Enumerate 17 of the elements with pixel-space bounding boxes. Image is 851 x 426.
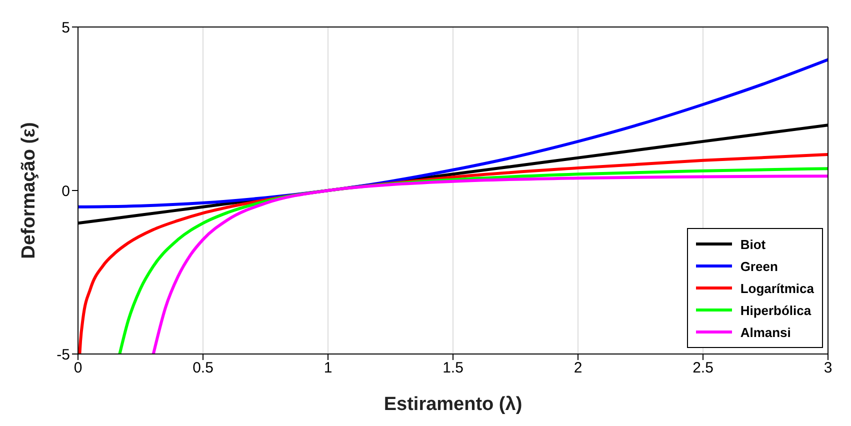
legend-label: Green xyxy=(740,258,778,274)
y-tick-label: 0 xyxy=(62,182,70,200)
x-tick-label: 0 xyxy=(74,360,82,377)
y-axis-title: Deformação (ε) xyxy=(18,122,40,259)
x-tick-label: 3 xyxy=(824,360,832,377)
x-tick-label: 1 xyxy=(324,360,332,377)
x-tick-label: 1.5 xyxy=(442,360,464,377)
legend-label: Logarítmica xyxy=(740,280,814,296)
legend-label: Hiperbólica xyxy=(740,302,812,318)
y-tick-label: -5 xyxy=(56,346,70,364)
y-tick-label: 5 xyxy=(62,19,70,36)
x-tick-label: 2.5 xyxy=(692,360,714,377)
x-tick-label: 2 xyxy=(574,360,582,377)
legend-label: Biot xyxy=(740,236,766,252)
x-axis-title: Estiramento (λ) xyxy=(384,394,522,415)
x-tick-label: 0.5 xyxy=(192,360,214,377)
legend-label: Almansi xyxy=(740,324,791,340)
